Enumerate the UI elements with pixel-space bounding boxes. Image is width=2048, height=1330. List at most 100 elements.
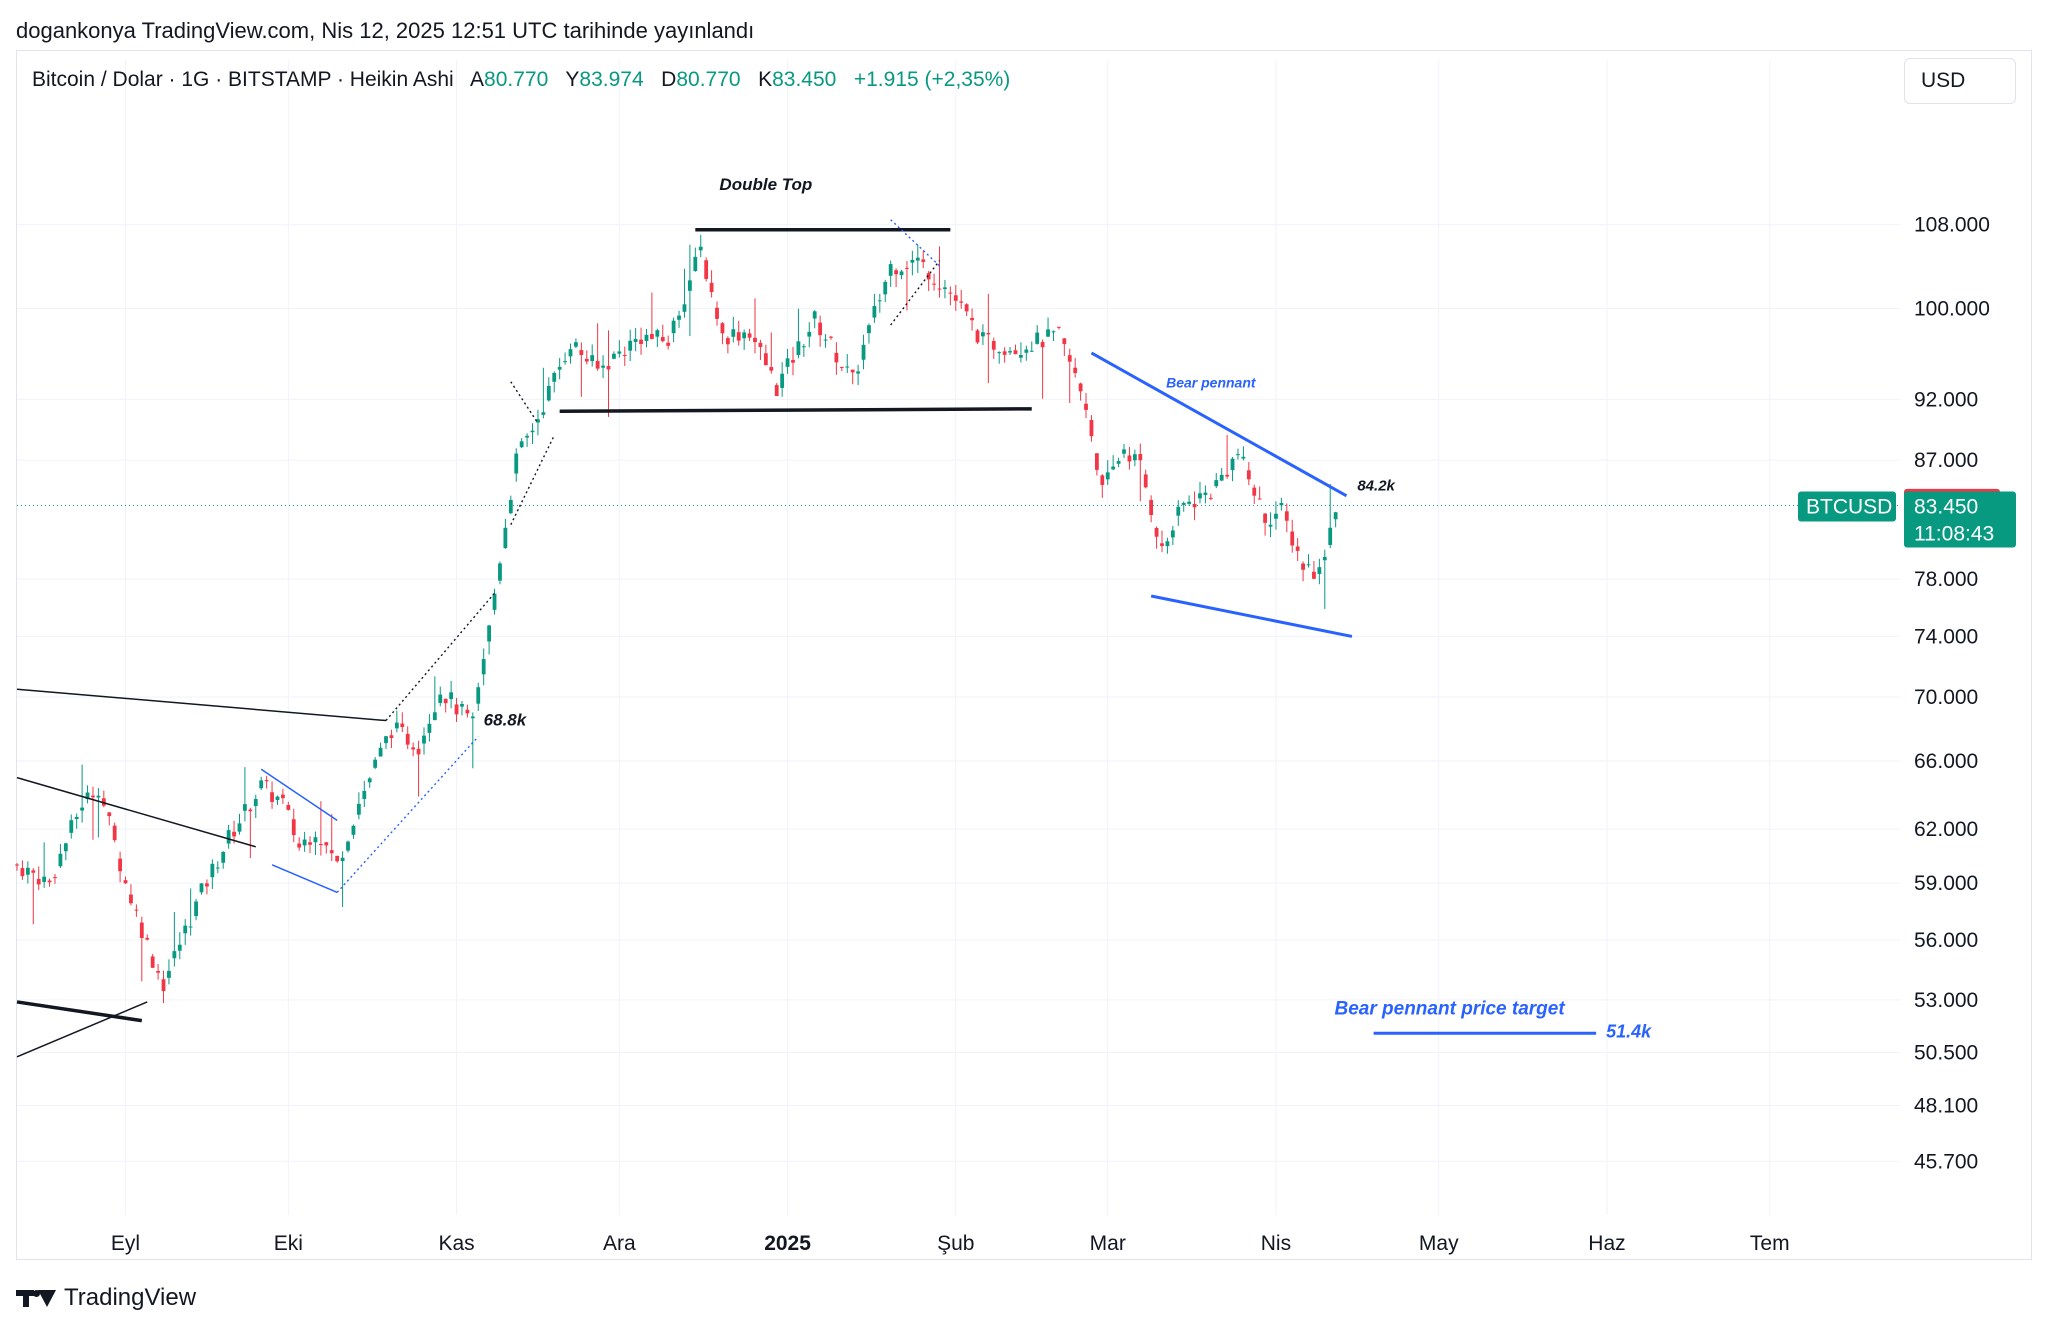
symbol-name[interactable]: Bitcoin / Dolar · 1G · BITSTAMP · Heikin… (32, 68, 454, 91)
candle-body (622, 354, 627, 356)
dt-dotted[interactable] (890, 219, 940, 267)
candle-body (867, 325, 871, 334)
double-top-neckline[interactable] (559, 407, 1032, 413)
candle-body (660, 337, 665, 342)
candle-body (1067, 355, 1072, 362)
candle-body (579, 350, 584, 355)
candle-body (1301, 563, 1305, 570)
candle-body (362, 790, 367, 800)
old-downtrend[interactable] (16, 776, 256, 848)
candle-body (346, 841, 350, 851)
candle-body (465, 709, 470, 714)
candle-body (91, 795, 95, 798)
chart-frame[interactable] (16, 50, 2032, 1260)
candle-body (1002, 351, 1007, 355)
x-tick-label: Kas (438, 1232, 474, 1255)
close-label: K (758, 68, 773, 91)
candle-body (742, 332, 747, 339)
candle-body (139, 922, 144, 939)
candle-body (47, 880, 52, 883)
candle-body (736, 332, 741, 341)
y-tick-label: 87.000 (1914, 449, 1978, 472)
y-tick-label: 66.000 (1914, 750, 1978, 773)
dt-dotted2[interactable] (890, 260, 941, 326)
candle-body (1274, 513, 1278, 519)
pole-dotted-upper2[interactable] (510, 435, 555, 525)
y-tick-label: 59.000 (1914, 872, 1978, 895)
candle-body (422, 735, 426, 744)
candle-body (1236, 454, 1240, 456)
candle-body (948, 292, 953, 294)
candle-body (1143, 474, 1148, 488)
candle-body (69, 820, 74, 833)
candle-body (145, 937, 150, 940)
candle-body (530, 430, 535, 433)
candle-body (964, 304, 969, 312)
candle-body (112, 825, 117, 841)
candle-body (888, 264, 893, 276)
candle-body (318, 844, 323, 846)
candle-body (905, 267, 909, 269)
x-tick-label: Eyl (111, 1232, 140, 1255)
candle-body (698, 246, 703, 251)
descending-resistance[interactable] (16, 688, 387, 722)
candle-body (1246, 470, 1251, 480)
candle-body (807, 331, 812, 337)
x-tick-label: Şub (937, 1232, 974, 1255)
candle-body (107, 812, 112, 817)
candle-body (405, 733, 410, 745)
candle-body (1062, 338, 1067, 345)
candle-body (63, 843, 68, 852)
candle-body (1089, 419, 1094, 437)
candle-body (232, 831, 236, 837)
footer-brand[interactable]: TradingView (16, 1284, 196, 1312)
candle-body (96, 795, 101, 798)
candle-body (1225, 474, 1230, 477)
candle-body (194, 901, 198, 917)
tradingview-brand-label: TradingView (64, 1284, 197, 1311)
flag-upper[interactable] (260, 768, 338, 821)
candle-body (1170, 530, 1175, 538)
candle-body (443, 698, 448, 704)
candle-body (791, 359, 795, 363)
pole-dotted-lower[interactable] (336, 736, 479, 893)
pole-dotted-top[interactable] (510, 381, 539, 424)
x-tick-label: Nis (1261, 1232, 1291, 1255)
old-support-thick[interactable] (16, 1000, 143, 1023)
candle-body (834, 352, 839, 363)
currency-selector[interactable]: USD (1904, 58, 2016, 104)
candle-body (780, 373, 785, 388)
candle-body (1295, 546, 1300, 551)
open-label: A (470, 68, 485, 91)
candle-body (400, 723, 405, 728)
candle-body (394, 722, 399, 729)
y-tick-label: 53.000 (1914, 989, 1978, 1012)
candle-body (666, 342, 671, 346)
candle-body (606, 366, 611, 370)
candle-body (1094, 453, 1099, 470)
symbol-legend[interactable]: Bitcoin / Dolar · 1G · BITSTAMP · Heikin… (32, 68, 1010, 92)
candle-body (926, 273, 931, 280)
candle-body (715, 307, 719, 319)
candle-body (1279, 502, 1284, 506)
bear-pennant-lower[interactable] (1150, 594, 1353, 638)
flag-lower[interactable] (271, 864, 338, 894)
x-tick-label: Mar (1090, 1232, 1126, 1255)
candle-body (1230, 458, 1235, 471)
candle-body (709, 282, 714, 293)
candle-body (508, 499, 513, 514)
candle-body (373, 759, 378, 768)
candle-body (1176, 506, 1181, 516)
candle-body (460, 704, 464, 707)
candle-body (313, 837, 318, 843)
candle-body (205, 883, 209, 887)
old-support-thin[interactable] (16, 1001, 148, 1058)
candle-body (1198, 493, 1202, 499)
candle-body (101, 798, 106, 806)
candle-body (177, 944, 182, 951)
x-tick-label: Haz (1588, 1232, 1625, 1255)
bear-pennant-upper[interactable] (1090, 351, 1348, 498)
candle-body (981, 332, 985, 337)
candle-body (1219, 474, 1224, 481)
